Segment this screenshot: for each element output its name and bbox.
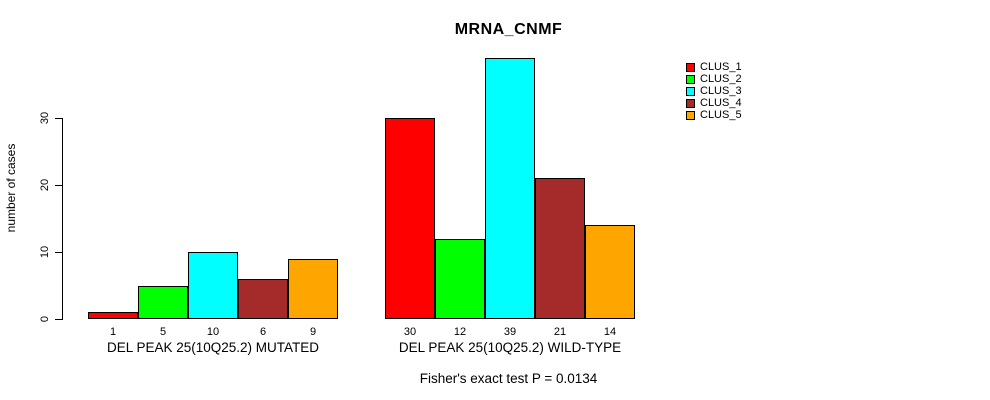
chart-title: MRNA_CNMF [454,21,563,38]
bar-clus_1 [88,312,138,319]
legend-swatch [686,63,695,73]
bar-value-label: 5 [159,326,167,338]
bar-value-label: 30 [403,326,417,338]
legend-row: CLUS_3 [686,84,742,98]
legend-label: CLUS_2 [700,73,742,86]
legend-row: CLUS_1 [686,62,742,74]
legend-label: CLUS_1 [700,61,742,74]
bar-clus_3 [485,57,535,319]
bar-value-label: 14 [603,326,617,338]
bar-clus_5 [288,258,338,319]
group-label: DEL PEAK 25(10Q25.2) WILD-TYPE [398,340,622,355]
bar-clus_2 [435,238,485,319]
legend-swatch [686,98,695,108]
legend-swatch [686,86,695,96]
y-tick [55,252,62,253]
y-tick [55,319,62,320]
y-tick-label: 20 [39,178,51,192]
bar-value-label: 21 [553,326,567,338]
bar-clus_5 [585,225,635,319]
bar-clus_3 [188,252,238,319]
bar-value-label: 9 [309,326,317,338]
bar-value-label: 6 [259,326,267,338]
y-tick [55,118,62,119]
bar-clus_2 [138,285,188,319]
y-tick-label: 30 [39,111,51,125]
legend-row: CLUS_4 [686,97,742,109]
y-tick-label: 10 [39,245,51,259]
bar-clus_1 [385,118,435,319]
legend-swatch [686,110,695,120]
y-tick-label: 0 [39,315,51,323]
legend: CLUS_1 CLUS_2 CLUS_3 CLUS_4 CLUS_5 [686,62,742,121]
y-axis-line [62,118,63,320]
y-axis-label: number of cases [4,143,18,233]
annotation-text: Fisher's exact test P = 0.0134 [419,371,598,386]
bar-value-label: 12 [453,326,467,338]
group-label: DEL PEAK 25(10Q25.2) MUTATED [106,340,320,355]
legend-row: CLUS_2 [686,74,742,86]
legend-swatch [686,75,695,85]
legend-row: CLUS_5 [686,109,742,121]
legend-label: CLUS_4 [700,96,742,109]
y-tick [55,185,62,186]
bar-value-label: 1 [109,326,117,338]
bar-value-label: 39 [503,326,517,338]
bar-clus_4 [535,178,585,319]
legend-label: CLUS_5 [700,108,742,121]
bar-clus_4 [238,278,288,319]
legend-label: CLUS_3 [700,84,742,97]
bar-value-label: 10 [206,326,220,338]
